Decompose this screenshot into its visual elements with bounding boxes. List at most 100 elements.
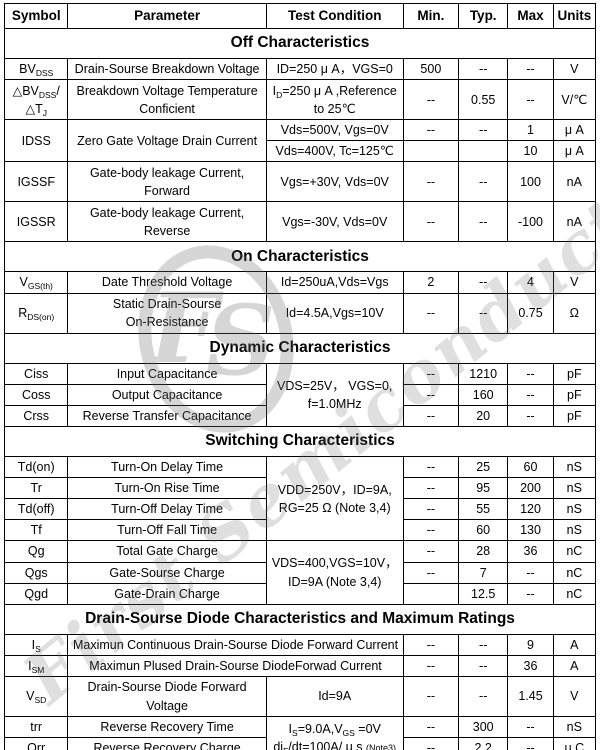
typ-cell: 1210 — [458, 362, 509, 385]
units-cell: nS — [552, 519, 597, 542]
table-row: IS Maximun Continuous Drain-Sourse Diode … — [3, 633, 597, 656]
parameter-cell: Gate-Drain Charge — [67, 582, 267, 605]
min-cell: -- — [402, 79, 460, 121]
section-row: Off Characteristics — [4, 28, 596, 59]
table-header-row: Symbol Parameter Test Condition Min. Typ. Max… — [3, 3, 597, 29]
typ-cell: -- — [458, 292, 509, 334]
test-condition-cell: Vds=400V, Tc=125℃ — [265, 140, 404, 163]
parameter-cell: Reverse Recovery Time — [67, 715, 267, 739]
table-row: Coss Output Capacitance -- 160 -- pF — [3, 383, 597, 406]
table-row: Td(on) Turn-On Delay Time VDD=250V，ID=9A, R… — [3, 455, 597, 542]
table-row: Qrr Reverse Recovery Charge -- 2.2 -- μ C — [3, 737, 597, 750]
test-condition-cell: Id=4.5A,Vgs=10V — [265, 292, 404, 334]
parameter-cell: Maximun Plused Drain-Sourse DiodeForwad … — [67, 654, 404, 678]
table-row: Tf Turn-Off Fall Time -- 60 130 nS — [3, 519, 597, 542]
max-cell: 1.45 — [507, 676, 554, 717]
symbol-cell: trr — [3, 715, 69, 739]
parameter-cell: Turn-Off Delay Time — [67, 498, 267, 521]
units-cell: nC — [552, 540, 597, 563]
section-row: Switching Characteristics — [4, 425, 596, 457]
test-condition-cell: VDD=250V，ID=9A, RG=25 Ω (Note 3,4) — [265, 455, 404, 542]
column-header: Typ. — [458, 3, 509, 29]
parameter-cell: Maximun Continuous Drain-Sourse Diode Fo… — [67, 633, 404, 656]
max-cell: -100 — [507, 201, 554, 243]
table-row: Tr Turn-On Rise Time -- 95 200 nS — [3, 476, 597, 500]
min-cell: -- — [402, 498, 460, 521]
max-cell: -- — [507, 362, 554, 385]
typ-cell: -- — [458, 271, 509, 294]
column-header: Test Condition — [265, 3, 404, 29]
min-cell: -- — [402, 292, 460, 334]
units-cell: V — [552, 676, 597, 717]
units-cell: nA — [552, 201, 597, 243]
max-cell: 9 — [507, 633, 554, 656]
section-title: Off Characteristics — [4, 28, 596, 59]
min-cell: -- — [402, 119, 460, 142]
test-condition-cell: Id=9A — [265, 676, 404, 717]
max-cell: -- — [507, 404, 554, 427]
max-cell: -- — [507, 715, 554, 739]
parameter-cell: Gate-body leakage Current, Reverse — [67, 201, 267, 243]
symbol-cell: Td(off) — [3, 498, 69, 521]
units-cell: pF — [552, 404, 597, 427]
typ-cell: 7 — [458, 561, 509, 584]
units-cell: pF — [552, 383, 597, 406]
parameter-cell: Breakdown Voltage Temperature Conficient — [67, 79, 267, 121]
units-cell: nS — [552, 455, 597, 479]
typ-cell: 12.5 — [458, 582, 509, 605]
units-cell: nS — [552, 498, 597, 521]
parameter-cell: Output Capacitance — [67, 383, 267, 406]
symbol-cell: Tf — [3, 519, 69, 542]
units-cell: pF — [552, 362, 597, 385]
units-cell: Ω — [552, 292, 597, 334]
typ-cell: 20 — [458, 404, 509, 427]
symbol-cell: ISM — [3, 654, 69, 678]
table-row: IGSSR Gate-body leakage Current, Reverse Vg… — [3, 201, 597, 243]
table-row: trr Reverse Recovery Time IS=9.0A,VGS =0V d… — [3, 715, 597, 750]
units-cell: A — [552, 654, 597, 678]
parameter-cell: Static Drain-Sourse On-Resistance — [67, 292, 267, 334]
parameter-cell: Turn-On Rise Time — [67, 476, 267, 500]
max-cell: 130 — [507, 519, 554, 542]
typ-cell: -- — [458, 676, 509, 717]
section-row: Dynamic Characteristics — [4, 332, 596, 364]
typ-cell: 300 — [458, 715, 509, 739]
section-row: On Characteristics — [4, 241, 596, 273]
column-header: Max — [507, 3, 554, 29]
min-cell: -- — [402, 633, 460, 656]
units-cell: nS — [552, 715, 597, 739]
typ-cell: 60 — [458, 519, 509, 542]
parameter-cell: Zero Gate Voltage Drain Current — [67, 119, 267, 163]
section-title: Switching Characteristics — [4, 425, 596, 457]
parameter-cell: Drain-Sourse Breakdown Voltage — [67, 57, 267, 81]
units-cell: nS — [552, 476, 597, 500]
table-row: Td(off) Turn-Off Delay Time -- 55 120 nS — [3, 498, 597, 521]
max-cell: 0.75 — [507, 292, 554, 334]
section-title: Dynamic Characteristics — [4, 332, 596, 364]
datasheet-table: Symbol Parameter Test Condition Min. Typ. Max… — [3, 3, 597, 750]
max-cell: 120 — [507, 498, 554, 521]
min-cell: -- — [402, 715, 460, 739]
symbol-cell: Tr — [3, 476, 69, 500]
test-condition-cell: Vgs=-30V, Vds=0V — [265, 201, 404, 243]
units-cell: V — [552, 57, 597, 81]
min-cell: -- — [402, 161, 460, 203]
typ-cell: -- — [458, 654, 509, 678]
symbol-cell: Ciss — [3, 362, 69, 385]
table-row: ISM Maximun Plused Drain-Sourse DiodeForw… — [3, 654, 597, 678]
test-condition-cell: VDS=400,VGS=10V， ID=9A (Note 3,4) — [265, 540, 404, 605]
table-row: Qg Total Gate Charge VDS=400,VGS=10V， ID=9A… — [3, 540, 597, 605]
symbol-cell: IDSS — [3, 119, 69, 163]
units-cell: μ A — [552, 140, 597, 163]
min-cell: -- — [402, 676, 460, 717]
test-condition-cell: ID=250 μ A，VGS=0 — [265, 57, 404, 81]
test-condition-cell: VDS=25V， VGS=0, f=1.0MHz — [265, 362, 404, 427]
units-cell: A — [552, 633, 597, 656]
min-cell: -- — [402, 476, 460, 500]
parameter-cell: Turn-On Delay Time — [67, 455, 267, 479]
test-condition-cell: ID=250 μ A ,Reference to 25℃ — [265, 79, 404, 121]
parameter-cell: Turn-Off Fall Time — [67, 519, 267, 542]
column-header: Symbol — [3, 3, 69, 29]
units-cell: V/℃ — [552, 79, 597, 121]
